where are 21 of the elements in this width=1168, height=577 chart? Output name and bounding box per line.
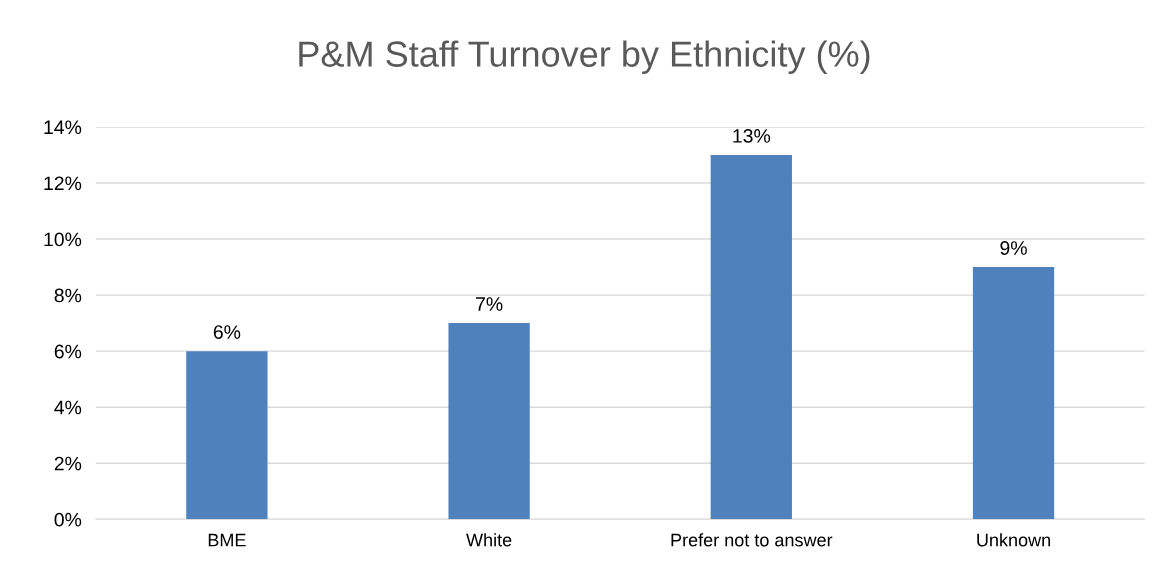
x-tick-label: White (466, 533, 512, 547)
y-tick-label: 12% (44, 176, 82, 191)
y-tick-label: 10% (44, 232, 82, 247)
data-label: 13% (733, 129, 771, 143)
bar (710, 154, 792, 520)
y-tick-label: 14% (44, 120, 82, 135)
data-label: 7% (476, 297, 503, 311)
data-label: 9% (1000, 241, 1027, 255)
x-tick-label: Unknown (977, 533, 1050, 547)
bar (448, 323, 530, 520)
chart-title: P&M Staff Turnover by Ethnicity (%) (299, 40, 870, 75)
y-tick-label: 4% (54, 400, 82, 415)
x-tick-label: Prefer not to answer (671, 533, 833, 547)
y-tick-label: 8% (54, 288, 82, 303)
y-tick-label: 6% (54, 344, 82, 359)
y-tick-label: 0% (54, 512, 82, 527)
data-label: 6% (213, 325, 241, 339)
bar (972, 267, 1055, 520)
y-tick-label: 2% (54, 456, 82, 471)
bar (186, 351, 268, 520)
x-tick-label: BME (208, 533, 246, 547)
